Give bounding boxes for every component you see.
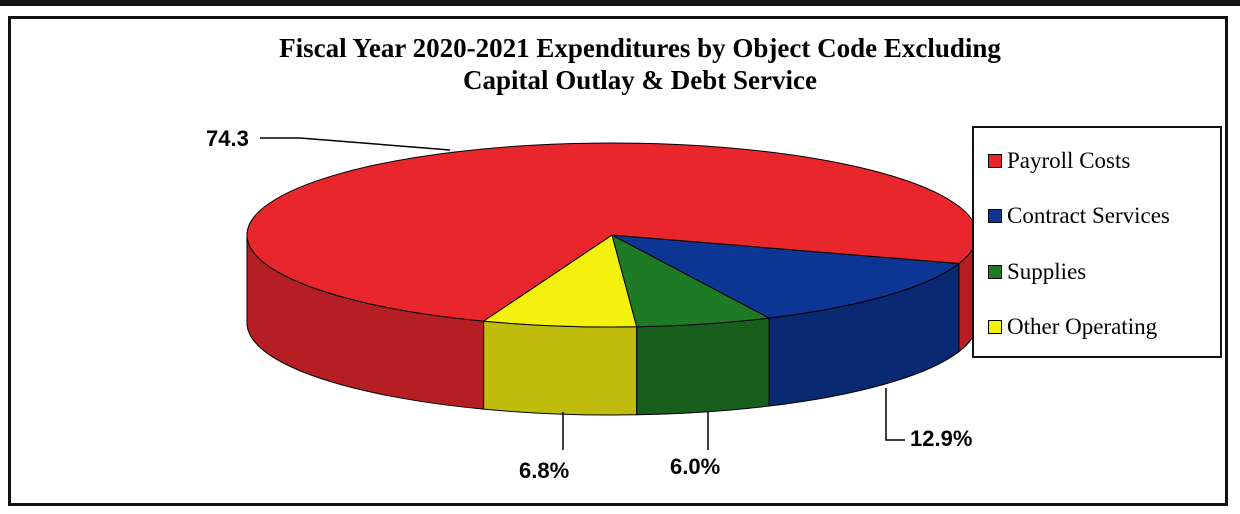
pie-slice-payroll-costs <box>246 142 978 322</box>
legend-label: Other Operating <box>1007 314 1158 339</box>
pie-slice-contract-services <box>611 234 961 319</box>
pie-slice-other-operating <box>482 234 638 328</box>
leader-lines <box>260 137 905 450</box>
leader-line-payroll-costs <box>260 137 451 151</box>
chart-title-line-1: Fiscal Year 2020-2021 Expenditures by Ob… <box>279 33 1001 63</box>
top-rule <box>0 0 1240 6</box>
pie-side-supplies <box>636 317 770 416</box>
legend-swatch <box>988 209 1002 223</box>
legend-item-payroll-costs: Payroll Costs <box>988 148 1130 174</box>
legend-item-supplies: Supplies <box>988 259 1086 285</box>
pie-side-other-operating <box>483 320 638 416</box>
data-label-supplies: 6.0% <box>670 454 720 479</box>
leader-line-contract-services <box>885 388 905 441</box>
chart-title-line-2: Capital Outlay & Debt Service <box>463 65 817 95</box>
legend-swatch <box>988 154 1002 168</box>
legend-label: Contract Services <box>1007 203 1170 228</box>
legend-label: Payroll Costs <box>1007 148 1131 173</box>
pie-slices <box>246 142 978 416</box>
pie-slice-supplies <box>611 234 771 328</box>
legend-label: Supplies <box>1007 259 1087 284</box>
legend-swatch <box>988 265 1002 279</box>
data-label-payroll-costs: 74.3 <box>206 126 249 151</box>
data-label-contract-services: 12.9% <box>910 426 972 451</box>
legend-item-contract-services: Contract Services <box>988 203 1170 229</box>
legend-item-other-operating: Other Operating <box>988 314 1157 340</box>
data-label-other-operating: 6.8% <box>519 458 569 483</box>
chart-legend: Payroll Costs Contract Services Supplies… <box>972 126 1222 358</box>
legend-swatch <box>988 320 1002 334</box>
chart-title: Fiscal Year 2020-2021 Expenditures by Ob… <box>140 32 1140 96</box>
